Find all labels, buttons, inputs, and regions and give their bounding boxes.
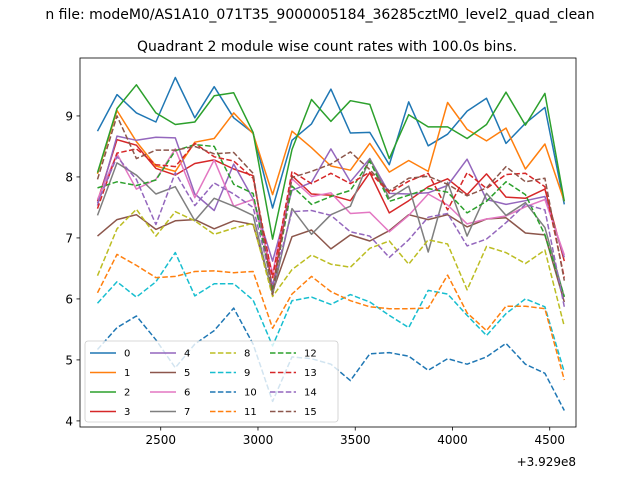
legend-label-7: 7: [184, 407, 190, 418]
legend-label-4: 4: [184, 349, 190, 360]
figure-suptitle: n file: modeM0/AS1A10_071T35_9000005184_…: [45, 7, 594, 23]
series-line-0: [96, 76, 566, 209]
series-line-6: [96, 148, 566, 275]
series-line-13: [96, 142, 566, 279]
series-line-8: [96, 208, 566, 327]
legend-label-11: 11: [244, 407, 257, 418]
series-line-14: [96, 156, 566, 307]
legend-label-10: 10: [244, 388, 257, 399]
series-line-11: [96, 253, 566, 381]
x-tick-label: 4500: [534, 433, 565, 447]
series-line-2: [96, 84, 566, 240]
legend-label-9: 9: [244, 368, 250, 379]
x-tick-label: 2500: [145, 433, 176, 447]
legend-label-2: 2: [124, 388, 130, 399]
legend-label-8: 8: [244, 349, 250, 360]
legend-label-14: 14: [304, 388, 317, 399]
y-tick-label: 8: [65, 170, 73, 184]
y-tick-label: 4: [65, 414, 73, 428]
y-tick-label: 7: [65, 231, 73, 245]
y-tick-label: 9: [65, 109, 73, 123]
series-line-1: [96, 101, 566, 202]
series-line-15: [96, 115, 566, 296]
legend-label-12: 12: [304, 349, 317, 360]
legend-label-6: 6: [184, 388, 190, 399]
legend-label-3: 3: [124, 407, 130, 418]
x-axis: 2500 3000 3500 4000 4500: [145, 427, 565, 447]
legend-label-13: 13: [304, 368, 317, 379]
x-axis-offset-label: +3.929e8: [517, 455, 576, 469]
x-tick-label: 3500: [340, 433, 371, 447]
axes-frame: [79, 57, 577, 428]
legend-label-0: 0: [124, 349, 130, 360]
series-line-3: [96, 138, 566, 289]
x-tick-label: 3000: [243, 433, 274, 447]
plot-title: Quadrant 2 module wise count rates with …: [137, 39, 517, 55]
y-tick-label: 6: [65, 292, 73, 306]
y-tick-label: 5: [65, 353, 73, 367]
x-tick-label: 4000: [437, 433, 468, 447]
series-line-9: [96, 251, 566, 373]
legend-label-1: 1: [124, 368, 130, 379]
legend-label-15: 15: [304, 407, 317, 418]
legend-label-5: 5: [184, 368, 190, 379]
legend-box: [84, 340, 339, 423]
series-line-4: [96, 135, 566, 262]
y-axis: 4 5 6 7 8 9: [65, 109, 80, 428]
